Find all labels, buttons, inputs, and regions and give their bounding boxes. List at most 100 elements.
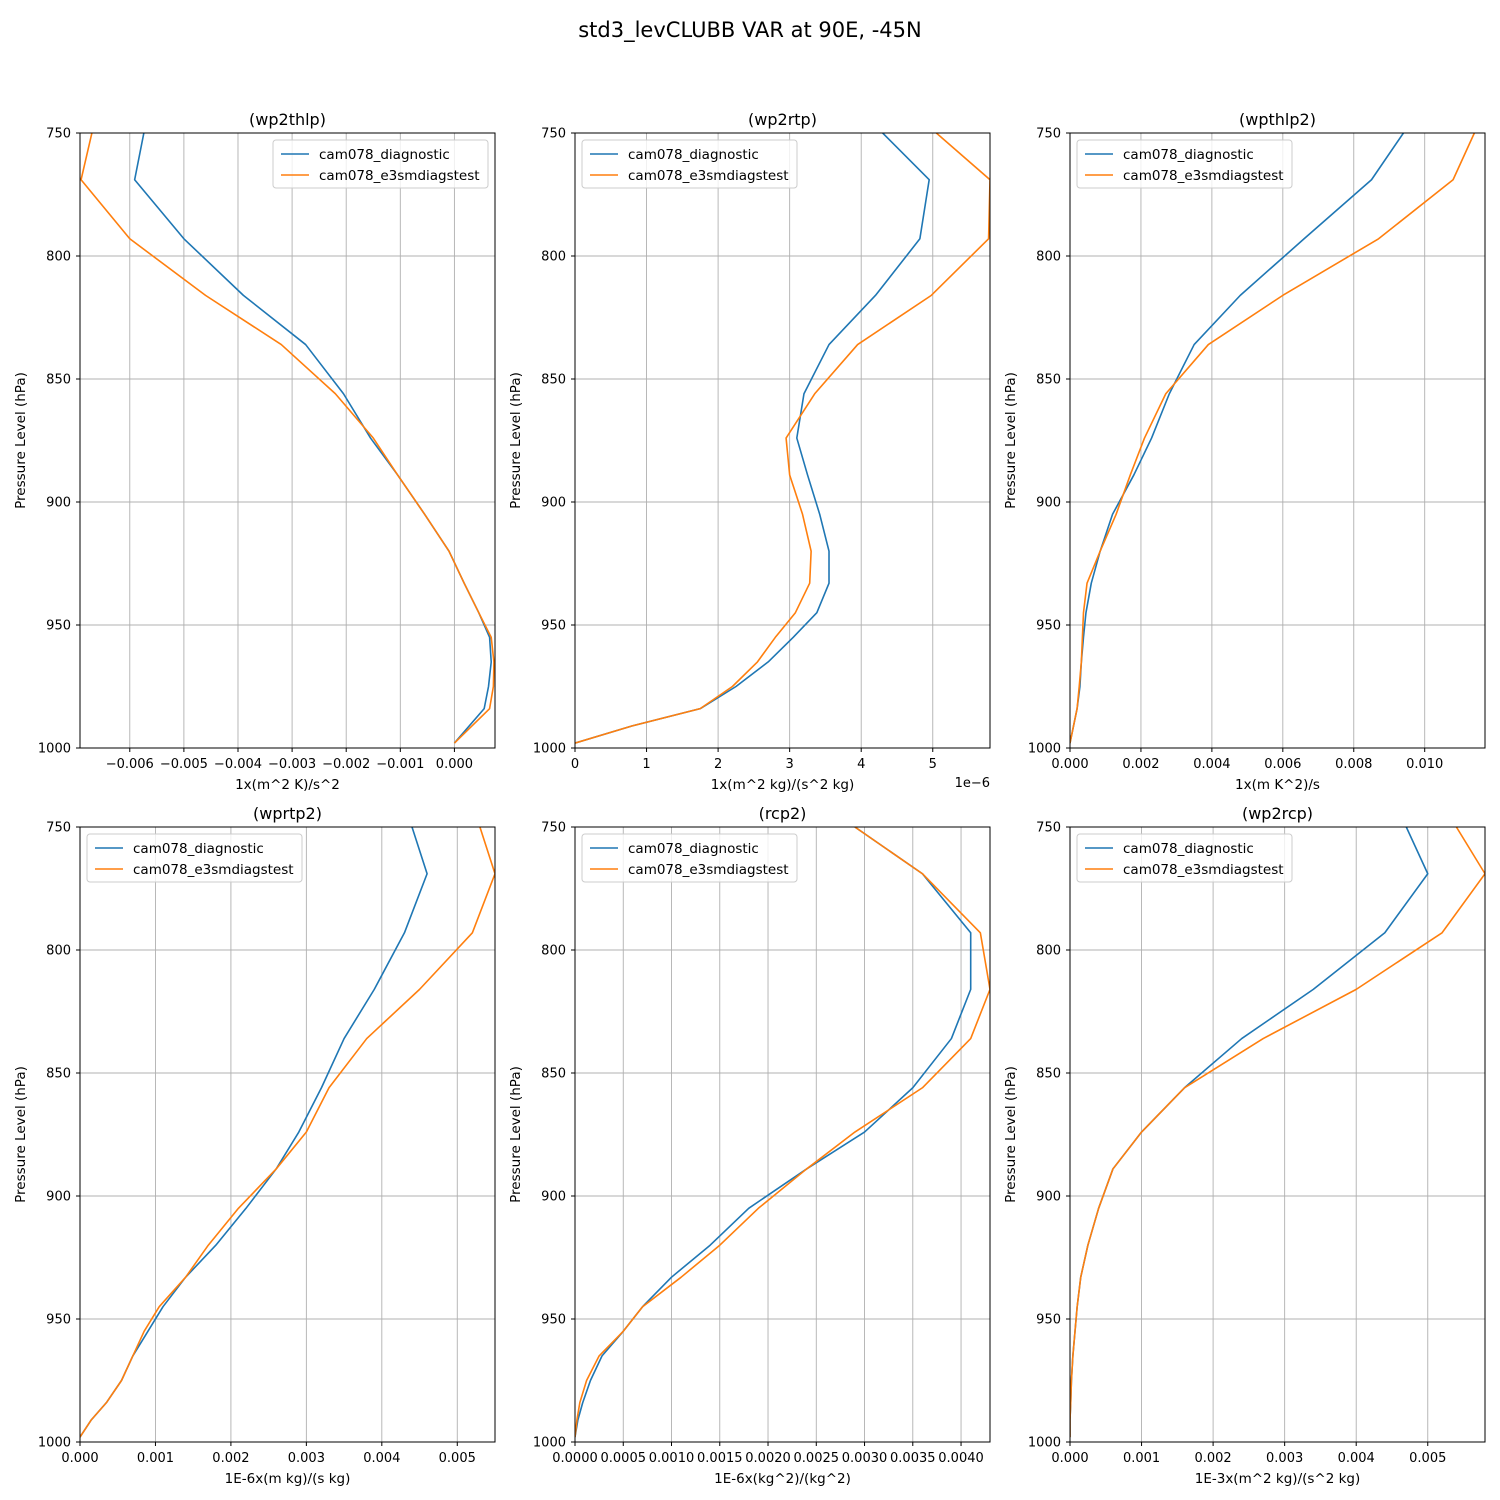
- y-tick-label: 800: [541, 250, 566, 265]
- x-tick-label: 0.001: [1123, 1451, 1160, 1466]
- y-tick-label: 900: [541, 1190, 566, 1205]
- panel-title: (wprtp2): [253, 804, 322, 823]
- x-tick-label: 0.006: [1264, 757, 1301, 772]
- panel-wp2rtp: 0 1 2 3 4 5 750 800 850 900 950 1000 (wp2rtp) 1x(m^2 …: [508, 110, 991, 793]
- legend-label: cam078_diagnostic: [628, 147, 759, 163]
- x-tick-label: 0.0030: [842, 1451, 888, 1466]
- legend: cam078_diagnostic cam078_e3smdiagstest: [1076, 139, 1293, 189]
- x-axis-label: 1x(m^2 K)/s^2: [235, 777, 340, 793]
- x-tick-label: −0.002: [322, 757, 370, 772]
- legend: cam078_diagnostic cam078_e3smdiagstest: [86, 833, 303, 883]
- series-line-cam078_e3smdiagstest: [1070, 827, 1485, 1438]
- x-tick-label: 0.001: [137, 1451, 174, 1466]
- panel-wprtp2: 0.000 0.001 0.002 0.003 0.004 0.005 750 800 850 9…: [13, 804, 496, 1487]
- legend-label: cam078_diagnostic: [319, 147, 450, 163]
- y-tick-label: 800: [46, 250, 71, 265]
- y-tick-label: 900: [46, 496, 71, 511]
- x-tick-label: −0.004: [214, 757, 262, 772]
- x-tick-label: 0.000: [436, 757, 473, 772]
- x-axis-label: 1E-6x(kg^2)/(kg^2): [714, 1471, 851, 1487]
- legend-label: cam078_e3smdiagstest: [1123, 168, 1284, 184]
- series-line-cam078_e3smdiagstest: [575, 827, 990, 1438]
- series-line-cam078_diagnostic: [575, 827, 972, 1438]
- x-tick-label: −0.005: [160, 757, 208, 772]
- y-tick-label: 750: [46, 821, 71, 836]
- y-tick-label: 850: [1036, 373, 1061, 388]
- x-tick-label: 0: [571, 757, 579, 772]
- y-tick-label: 800: [46, 944, 71, 959]
- x-axis-label: 1E-6x(m kg)/(s kg): [225, 1471, 351, 1487]
- legend-box: [1076, 139, 1293, 189]
- y-axis-label: Pressure Level (hPa): [1003, 1066, 1019, 1203]
- x-tick-label: 0.0005: [601, 1451, 647, 1466]
- legend-label: cam078_e3smdiagstest: [319, 168, 480, 184]
- y-tick-label: 800: [1036, 944, 1061, 959]
- panel-title: (wp2rtp): [748, 110, 817, 129]
- y-tick-label: 950: [46, 1313, 71, 1328]
- y-tick-label: 750: [46, 127, 71, 142]
- y-axis-label: Pressure Level (hPa): [508, 372, 524, 509]
- y-tick-label: 950: [1036, 1313, 1061, 1328]
- y-tick-label: 750: [1036, 127, 1061, 142]
- y-tick-label: 950: [46, 619, 71, 634]
- y-tick-label: 900: [1036, 496, 1061, 511]
- legend-label: cam078_e3smdiagstest: [628, 168, 789, 184]
- x-tick-label: 0.0015: [697, 1451, 743, 1466]
- panel-wp2rcp: 0.000 0.001 0.002 0.003 0.004 0.005 750 800 850 9…: [1003, 804, 1486, 1487]
- panel-title: (wp2thlp): [249, 110, 326, 129]
- y-axis-label: Pressure Level (hPa): [13, 1066, 29, 1203]
- y-tick-label: 900: [1036, 1190, 1061, 1205]
- y-tick-label: 750: [541, 127, 566, 142]
- legend-box: [581, 833, 798, 883]
- y-tick-label: 850: [541, 1067, 566, 1082]
- x-tick-label: 0.000: [61, 1451, 98, 1466]
- legend: cam078_diagnostic cam078_e3smdiagstest: [581, 833, 798, 883]
- x-tick-label: 0.003: [288, 1451, 325, 1466]
- series-line-cam078_diagnostic: [575, 133, 930, 744]
- x-tick-label: 0.0040: [938, 1451, 984, 1466]
- y-tick-label: 750: [541, 821, 566, 836]
- legend-label: cam078_diagnostic: [133, 841, 264, 857]
- legend-label: cam078_e3smdiagstest: [1123, 862, 1284, 878]
- y-tick-label: 1000: [38, 742, 71, 757]
- axes-frame: [574, 826, 991, 1443]
- series-line-cam078_e3smdiagstest: [575, 133, 990, 744]
- axes-frame: [79, 826, 496, 1443]
- y-tick-label: 1000: [533, 742, 566, 757]
- y-tick-label: 850: [46, 373, 71, 388]
- x-axis-label: 1x(m^2 kg)/(s^2 kg): [711, 777, 855, 793]
- series-line-cam078_e3smdiagstest: [1070, 133, 1476, 744]
- legend: cam078_diagnostic cam078_e3smdiagstest: [272, 139, 489, 189]
- x-tick-label: 0.000: [1051, 1451, 1088, 1466]
- x-tick-label: −0.006: [106, 757, 154, 772]
- y-tick-label: 950: [541, 1313, 566, 1328]
- legend-label: cam078_e3smdiagstest: [133, 862, 294, 878]
- x-tick-label: 0.005: [439, 1451, 476, 1466]
- x-tick-label: 0.004: [363, 1451, 400, 1466]
- y-tick-label: 850: [1036, 1067, 1061, 1082]
- y-tick-label: 750: [1036, 821, 1061, 836]
- x-tick-label: 0.004: [1338, 1451, 1375, 1466]
- x-tick-label: 3: [786, 757, 794, 772]
- panel-wpthlp2: 0.000 0.002 0.004 0.006 0.008 0.010 750 800 850 9…: [1003, 110, 1486, 793]
- x-axis-label: 1E-3x(m^2 kg)/(s^2 kg): [1195, 1471, 1361, 1487]
- y-tick-label: 850: [541, 373, 566, 388]
- panel-title: (wp2rcp): [1242, 804, 1313, 823]
- axes-frame: [574, 132, 991, 749]
- y-tick-label: 1000: [533, 1436, 566, 1451]
- x-tick-label: 0.0035: [890, 1451, 936, 1466]
- y-tick-label: 950: [1036, 619, 1061, 634]
- y-tick-label: 1000: [1028, 1436, 1061, 1451]
- legend-box: [1076, 833, 1293, 883]
- x-tick-label: 0.004: [1193, 757, 1230, 772]
- x-tick-label: −0.001: [376, 757, 424, 772]
- figure-suptitle: std3_levCLUBB VAR at 90E, -45N: [578, 18, 922, 43]
- y-axis-label: Pressure Level (hPa): [508, 1066, 524, 1203]
- y-tick-label: 1000: [1028, 742, 1061, 757]
- legend-box: [86, 833, 303, 883]
- x-tick-label: 1: [642, 757, 650, 772]
- panel-wp2thlp: −0.006 −0.005 −0.004 −0.003 −0.002 −0.001 0.00…: [13, 110, 496, 793]
- legend: cam078_diagnostic cam078_e3smdiagstest: [581, 139, 798, 189]
- x-tick-label: 4: [857, 757, 865, 772]
